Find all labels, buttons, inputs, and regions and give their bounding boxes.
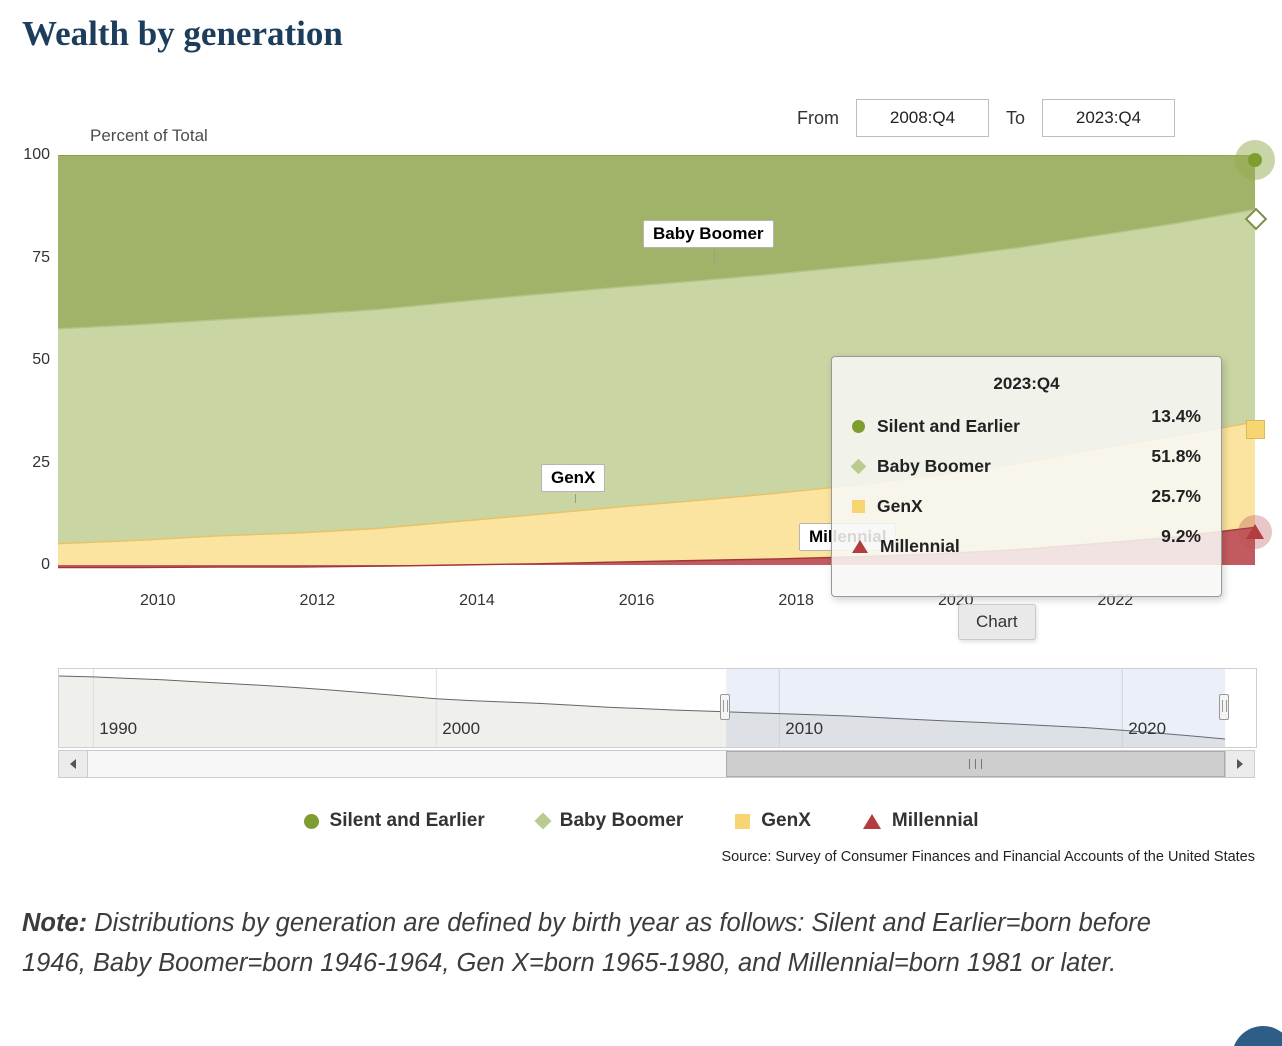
tooltip-row: Millennial 9.2% [852, 526, 1201, 566]
tooltip-series-value: 13.4% [1151, 405, 1201, 426]
feedback-bubble-button[interactable] [1232, 1026, 1282, 1046]
tooltip-row: Baby Boomer 51.8% [850, 445, 1201, 486]
navigator-handle-left[interactable] [720, 694, 731, 720]
y-axis-title: Percent of Total [90, 126, 208, 145]
y-axis-tick: 75 [32, 248, 50, 266]
legend-label: Millennial [891, 810, 979, 831]
tooltip-row: GenX 25.7% [852, 486, 1201, 526]
tooltip-header: 2023:Q4 [993, 374, 1060, 393]
navigator[interactable] [58, 668, 1257, 748]
tooltip-series-name: GenX [877, 495, 923, 516]
from-input[interactable] [855, 99, 989, 137]
y-axis-tick: 100 [23, 146, 50, 163]
tooltip-series-value: 9.2% [1161, 525, 1201, 546]
left-arrow-icon [70, 759, 76, 769]
legend-item-genx[interactable]: GenX [735, 810, 811, 832]
x-axis-tick: 2018 [778, 592, 814, 609]
note-text: Note: Distributions by generation are de… [22, 903, 1162, 983]
y-axis-tick: 0 [41, 556, 50, 573]
scrollbar-grip-icon [969, 759, 982, 769]
source-note: Source: Survey of Consumer Finances and … [721, 849, 1255, 865]
x-axis-tick: 2016 [618, 592, 655, 609]
navigator-tick-label: 2010 [785, 719, 824, 738]
millennial-point-marker-icon [1246, 524, 1264, 539]
to-input[interactable] [1042, 99, 1175, 137]
from-label: From [796, 107, 839, 128]
tooltip-series-value: 25.7% [1151, 485, 1201, 506]
scrollbar-left-arrow-button[interactable] [59, 751, 88, 777]
triangle-marker-icon [862, 813, 881, 829]
square-marker-icon [735, 813, 751, 829]
square-marker-icon [852, 499, 865, 513]
page-title: Wealth by generation [22, 14, 343, 53]
genx-point-marker-icon [1246, 420, 1265, 439]
navigator-tick-label: 2000 [442, 719, 481, 738]
range-selector: From To [797, 99, 1175, 137]
tooltip-row: Silent and Earlier 13.4% [852, 406, 1201, 446]
series-label-connector [714, 250, 715, 263]
note-body: Distributions by generation are defined … [22, 909, 1151, 978]
series-label-connector [575, 494, 576, 503]
tooltip-series-name: Baby Boomer [877, 455, 991, 476]
circle-marker-icon [303, 813, 319, 829]
diamond-marker-icon [850, 458, 867, 474]
series-label-genx: GenX [541, 464, 606, 492]
legend-label: GenX [761, 810, 811, 831]
tooltip-series-name: Millennial [880, 535, 960, 556]
triangle-marker-icon [852, 539, 868, 553]
y-axis-tick: 50 [32, 351, 50, 368]
silent-point-marker-icon [1248, 153, 1262, 167]
x-axis-tick: 2010 [139, 592, 176, 609]
legend: Silent and Earlier Baby Boomer GenX Mill… [0, 810, 1282, 832]
legend-item-silent[interactable]: Silent and Earlier [303, 810, 485, 832]
legend-label: Baby Boomer [559, 810, 684, 831]
note-label: Note: [22, 909, 88, 937]
scrollbar-thumb[interactable] [726, 751, 1225, 777]
y-axis-tick: 25 [32, 453, 50, 471]
navigator-chart[interactable] [59, 669, 1256, 747]
to-label: To [1005, 107, 1025, 128]
right-arrow-icon [1237, 759, 1243, 769]
tooltip-series-name: Silent and Earlier [877, 415, 1020, 436]
tooltip-series-value: 51.8% [1151, 445, 1201, 466]
navigator-handle-right[interactable] [1219, 694, 1230, 720]
chart-hover-label[interactable]: Chart [958, 604, 1036, 640]
x-axis-tick: 2012 [299, 592, 336, 609]
scrollbar-track[interactable] [58, 750, 1255, 778]
legend-label: Silent and Earlier [329, 810, 485, 831]
chart-tooltip: 2023:Q4 Silent and Earlier 13.4% Baby Bo… [831, 356, 1222, 597]
legend-item-baby-boomer[interactable]: Baby Boomer [534, 810, 684, 832]
diamond-marker-icon [534, 812, 552, 830]
navigator-tick-label: 2020 [1128, 719, 1167, 738]
legend-item-millennial[interactable]: Millennial [862, 810, 979, 832]
x-axis-tick: 2014 [459, 592, 495, 609]
series-label-baby-boomer: Baby Boomer [643, 220, 774, 248]
circle-marker-icon [852, 419, 865, 433]
scrollbar-right-arrow-button[interactable] [1225, 751, 1254, 777]
navigator-tick-label: 1990 [99, 719, 138, 738]
